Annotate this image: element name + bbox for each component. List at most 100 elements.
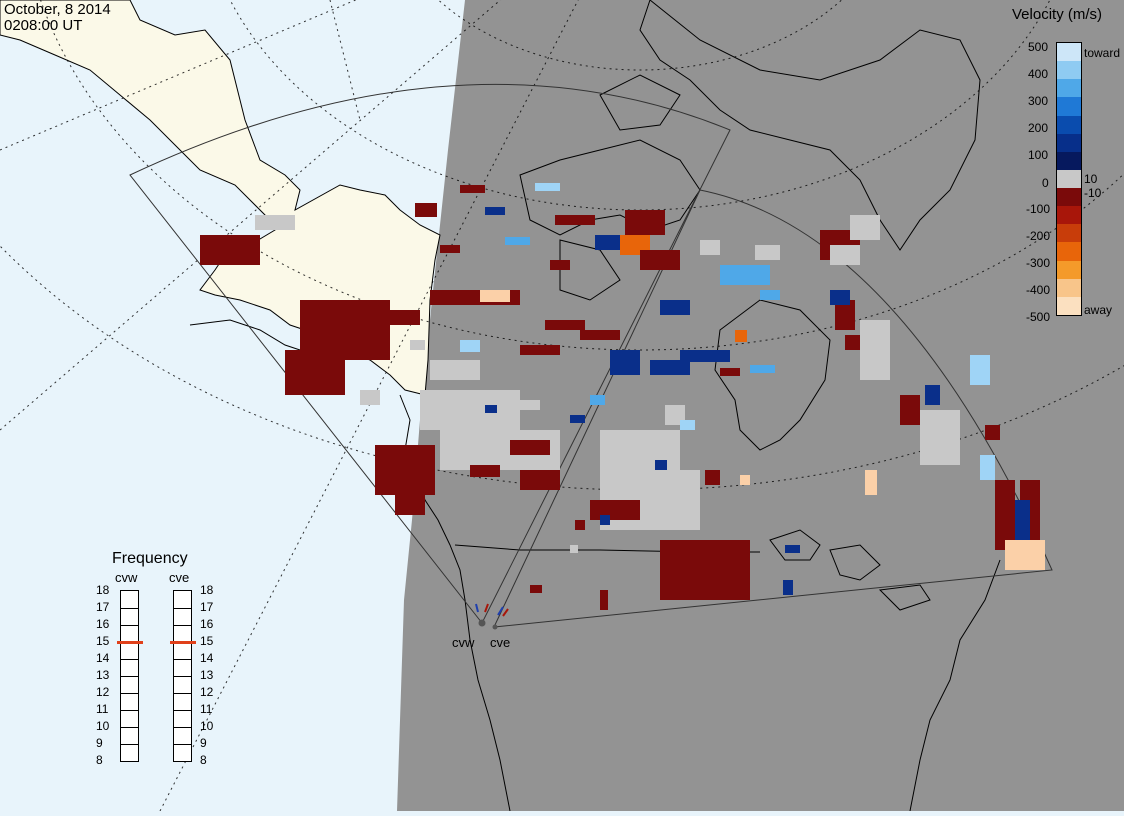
frequency-tick-left: 8	[96, 753, 103, 767]
backscatter-cell	[255, 215, 295, 230]
backscatter-cell	[520, 345, 560, 355]
backscatter-cell	[590, 395, 605, 405]
velocity-color-step	[1057, 79, 1081, 98]
backscatter-cell	[700, 240, 720, 255]
velocity-tick-label: -100	[1026, 202, 1051, 216]
backscatter-cell	[505, 237, 530, 245]
frequency-gridline	[174, 659, 191, 660]
backscatter-cell	[485, 405, 497, 413]
velocity-tick-label: -200	[1026, 229, 1051, 243]
frequency-gridline	[121, 625, 138, 626]
fan-cve	[493, 189, 1053, 628]
backscatter-cell	[610, 350, 640, 375]
backscatter-cell	[575, 520, 585, 530]
velocity-tick-label: 500	[1028, 40, 1049, 54]
frequency-tick-right: 14	[200, 651, 214, 665]
velocity-tick-label: -10	[1084, 186, 1102, 200]
velocity-scale-title: Velocity (m/s)	[1012, 6, 1103, 23]
frequency-tick-left: 15	[96, 634, 110, 648]
frequency-radar-label-cvw: cvw	[115, 570, 138, 585]
radar-site-cvw	[478, 619, 486, 627]
velocity-tick-label: 0	[1042, 176, 1049, 190]
us-east-coast	[909, 559, 1001, 812]
backscatter-cell	[985, 425, 1000, 440]
backscatter-cell	[600, 515, 610, 525]
velocity-away-label: away	[1084, 303, 1113, 317]
backscatter-cell	[720, 265, 770, 285]
backscatter-cell	[760, 290, 780, 300]
frequency-radar-label-cve: cve	[169, 570, 190, 585]
frequency-gridline	[174, 608, 191, 609]
backscatter-cell	[580, 330, 620, 340]
fan-cvw	[129, 83, 731, 624]
frequency-gridline	[121, 608, 138, 609]
frequency-tick-left: 18	[96, 583, 110, 597]
backscatter-cell	[595, 235, 620, 250]
frequency-tick-right: 8	[200, 753, 207, 767]
frequency-tick-right: 10	[200, 719, 214, 733]
backscatter-cell	[830, 290, 850, 305]
backscatter-cell	[410, 340, 425, 350]
backscatter-cell	[625, 210, 665, 235]
frequency-tick-right: 16	[200, 617, 214, 631]
backscatter-cell	[415, 203, 437, 217]
frequency-gridline	[121, 727, 138, 728]
backscatter-cell	[680, 420, 695, 430]
date-label: October, 8 2014	[4, 1, 111, 18]
near-range-vectors	[475, 603, 509, 617]
velocity-color-step	[1057, 151, 1081, 171]
velocity-tick-label: 300	[1028, 94, 1049, 108]
frequency-gridline	[121, 659, 138, 660]
frequency-column-cvw	[117, 590, 143, 762]
backscatter-cell	[200, 235, 260, 265]
backscatter-cell	[700, 555, 740, 595]
backscatter-cell	[395, 480, 425, 515]
backscatter-cell	[860, 320, 890, 380]
backscatter-cell	[783, 580, 793, 595]
frequency-tick-right: 17	[200, 600, 214, 614]
great-lakes	[769, 529, 931, 611]
backscatter-cell	[545, 320, 585, 330]
backscatter-cell	[980, 455, 995, 480]
frequency-tick-left: 12	[96, 685, 110, 699]
aleutian-coast	[189, 319, 301, 351]
backscatter-cell	[530, 585, 542, 593]
backscatter-cell	[680, 350, 730, 362]
backscatter-cell	[1015, 500, 1030, 540]
velocity-tick-label: 400	[1028, 67, 1049, 81]
backscatter-cell	[485, 207, 505, 215]
backscatter-cell	[850, 215, 880, 240]
velocity-color-step	[1057, 242, 1081, 262]
frequency-tick-left: 11	[96, 702, 109, 716]
frequency-marker-cve	[170, 641, 196, 644]
velocity-color-step	[1057, 224, 1081, 243]
velocity-color-step	[1057, 61, 1081, 80]
velocity-color-step	[1057, 97, 1081, 117]
backscatter-cell	[735, 330, 747, 342]
frequency-gridline	[174, 710, 191, 711]
backscatter-cell	[740, 475, 750, 485]
frequency-gridline	[174, 727, 191, 728]
velocity-tick-label: 10	[1084, 172, 1098, 186]
frequency-gridline	[121, 744, 138, 745]
frequency-marker-cvw	[117, 641, 143, 644]
backscatter-cell	[830, 245, 860, 265]
backscatter-cell	[420, 390, 520, 430]
backscatter-cell	[440, 245, 460, 253]
frequency-gridline	[174, 693, 191, 694]
backscatter-cell	[995, 480, 1015, 550]
backscatter-cell	[360, 390, 380, 405]
backscatter-cell	[865, 470, 877, 495]
backscatter-cell	[755, 245, 780, 260]
frequency-gridline	[121, 710, 138, 711]
backscatter-cell	[705, 470, 720, 485]
backscatter-cell	[1005, 540, 1045, 570]
velocity-toward-label: toward	[1084, 46, 1121, 60]
backscatter-cell	[480, 290, 510, 302]
frequency-tick-left: 9	[96, 736, 103, 750]
velocity-tick-label: -500	[1026, 310, 1051, 324]
backscatter-cell	[785, 545, 800, 553]
frequency-tick-left: 10	[96, 719, 110, 733]
